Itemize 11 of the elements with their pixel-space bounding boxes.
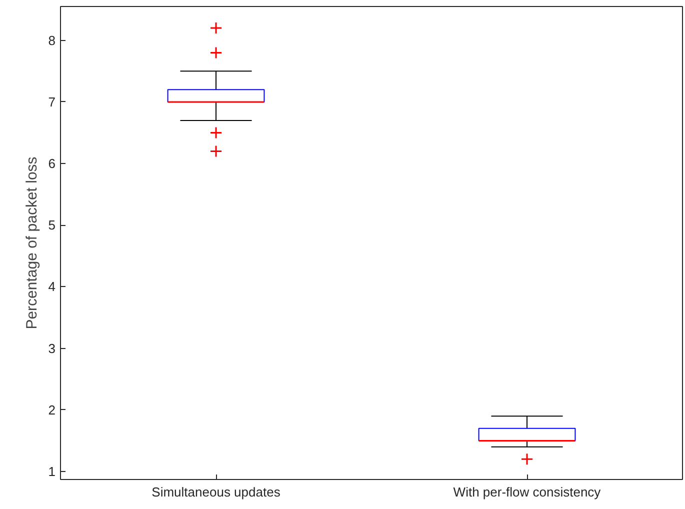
x-tick-label: With per-flow consistency bbox=[453, 484, 602, 500]
y-tick-label: 2 bbox=[48, 402, 56, 418]
y-tick-label: 4 bbox=[48, 279, 56, 294]
y-tick-label: 6 bbox=[48, 156, 56, 172]
y-tick-label: 5 bbox=[48, 218, 56, 233]
y-tick-label: 3 bbox=[48, 340, 56, 356]
y-tick-label: 1 bbox=[48, 464, 56, 479]
y-tick-label: 8 bbox=[48, 32, 56, 48]
y-tick-label: 7 bbox=[48, 94, 56, 110]
y-axis-title: Percentage of packet loss bbox=[23, 156, 40, 330]
x-tick-label: Simultaneous updates bbox=[152, 484, 281, 500]
